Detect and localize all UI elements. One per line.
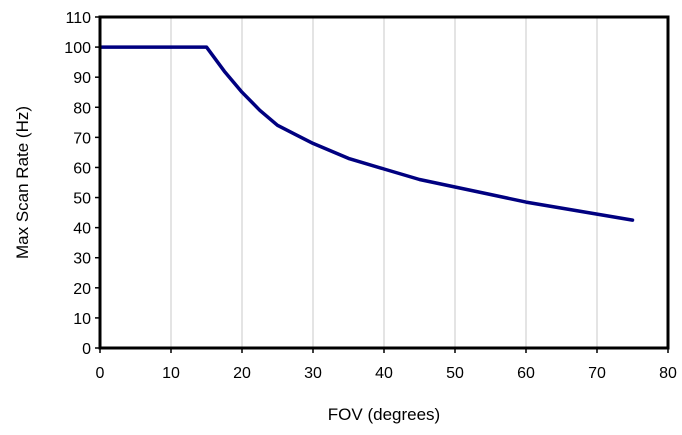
y-tick-label: 20: [73, 281, 91, 298]
series-line: [98, 45, 635, 222]
x-tick-label: 80: [659, 365, 677, 382]
x-tick-label: 60: [517, 365, 535, 382]
ticks-layer: 0 10 20 30 40 50 60 70 80 0 10 20 30 40 50 60 70 80 90 100 1…: [64, 10, 677, 382]
x-tick-label: 70: [588, 365, 606, 382]
y-tick-label: 60: [73, 160, 91, 177]
x-tick-label: 0: [96, 365, 105, 382]
y-tick-label: 40: [73, 221, 91, 238]
y-tick-label: 50: [73, 191, 91, 208]
y-tick-label: 100: [64, 40, 91, 57]
series-layer: [98, 45, 635, 222]
y-axis-title: Max Scan Rate (Hz): [13, 106, 32, 259]
y-tick-label: 10: [73, 311, 91, 328]
y-tick-label: 90: [73, 70, 91, 87]
y-tick-label: 110: [65, 10, 91, 27]
x-axis-title: FOV (degrees): [328, 405, 440, 424]
x-tick-label: 10: [162, 365, 180, 382]
x-tick-label: 20: [233, 365, 251, 382]
x-tick-label: 40: [375, 365, 393, 382]
grid-layer: [170, 17, 598, 348]
y-tick-label: 80: [73, 100, 91, 117]
y-tick-label: 70: [73, 130, 91, 147]
x-tick-label: 30: [304, 365, 322, 382]
y-tick-label: 30: [73, 251, 91, 268]
y-tick-label: 0: [82, 341, 91, 358]
x-tick-label: 50: [446, 365, 464, 382]
